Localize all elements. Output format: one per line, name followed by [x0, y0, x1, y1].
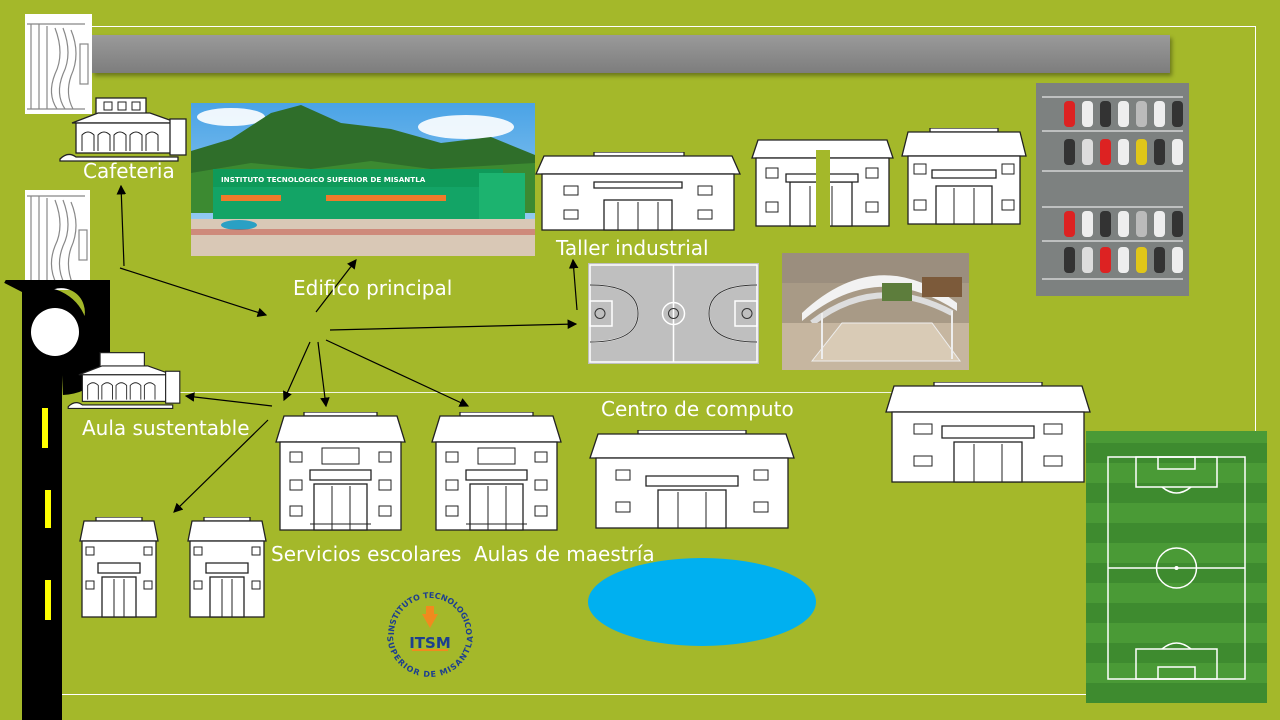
- label-cafeteria: Cafeteria: [83, 159, 175, 183]
- frame-middle-line: [180, 392, 1070, 393]
- label-aula-sustentable: Aula sustentable: [82, 416, 250, 440]
- soccer-field: [1086, 431, 1267, 703]
- edificio-principal-photo: INSTITUTO TECNOLOGICO SUPERIOR DE MISANT…: [191, 103, 535, 256]
- cafeteria-building-icon: [58, 95, 188, 169]
- building-icon: [186, 516, 268, 623]
- pond: [588, 558, 816, 646]
- itsm-logo: INSTITUTO TECNOLOGICO SUPERIOR DE MISANT…: [382, 586, 478, 682]
- aula-sustentable-building-icon: [66, 350, 182, 416]
- aulas-maestria-building-icon: [430, 411, 563, 536]
- arrow-to-cafeteria: [116, 184, 127, 267]
- frame-bottom-line: [60, 694, 1256, 695]
- arrow-to-taller: [568, 258, 579, 311]
- arrow-to-servicios: [317, 341, 330, 408]
- label-centro-computo: Centro de computo: [601, 397, 794, 421]
- gate-icon: [25, 14, 92, 114]
- centro-computo-building-icon: [588, 429, 796, 534]
- building-icon: [750, 136, 895, 232]
- road: [4, 280, 110, 720]
- arrow-to-aula-sustentable: [184, 392, 273, 407]
- logo-initials: ITSM: [409, 634, 451, 652]
- servicios-escolares-building-icon: [274, 411, 407, 536]
- label-taller-industrial: Taller industrial: [556, 236, 709, 260]
- facade-sign: INSTITUTO TECNOLOGICO SUPERIOR DE MISANT…: [221, 175, 426, 184]
- label-servicios-escolares: Servicios escolares: [271, 542, 462, 566]
- title-bar: [92, 35, 1170, 73]
- building-icon: [78, 516, 160, 623]
- basketball-court: [588, 263, 759, 364]
- covered-court-photo: [782, 253, 969, 370]
- arrow-to-aulas-maestria: [325, 339, 470, 407]
- parking-lot-photo: [1036, 83, 1189, 296]
- arrow-to-court: [329, 319, 578, 331]
- label-edificio-principal: Edifico principal: [293, 276, 453, 300]
- building-icon: [884, 381, 1092, 488]
- frame-right-line: [1255, 26, 1256, 696]
- gate-icon: [25, 190, 90, 290]
- label-aulas-maestria: Aulas de maestría: [474, 542, 655, 566]
- arrow-to-center: [119, 267, 268, 317]
- frame-top-line: [60, 26, 1256, 27]
- building-icon: [900, 127, 1028, 230]
- taller-industrial-building-icon: [534, 151, 742, 236]
